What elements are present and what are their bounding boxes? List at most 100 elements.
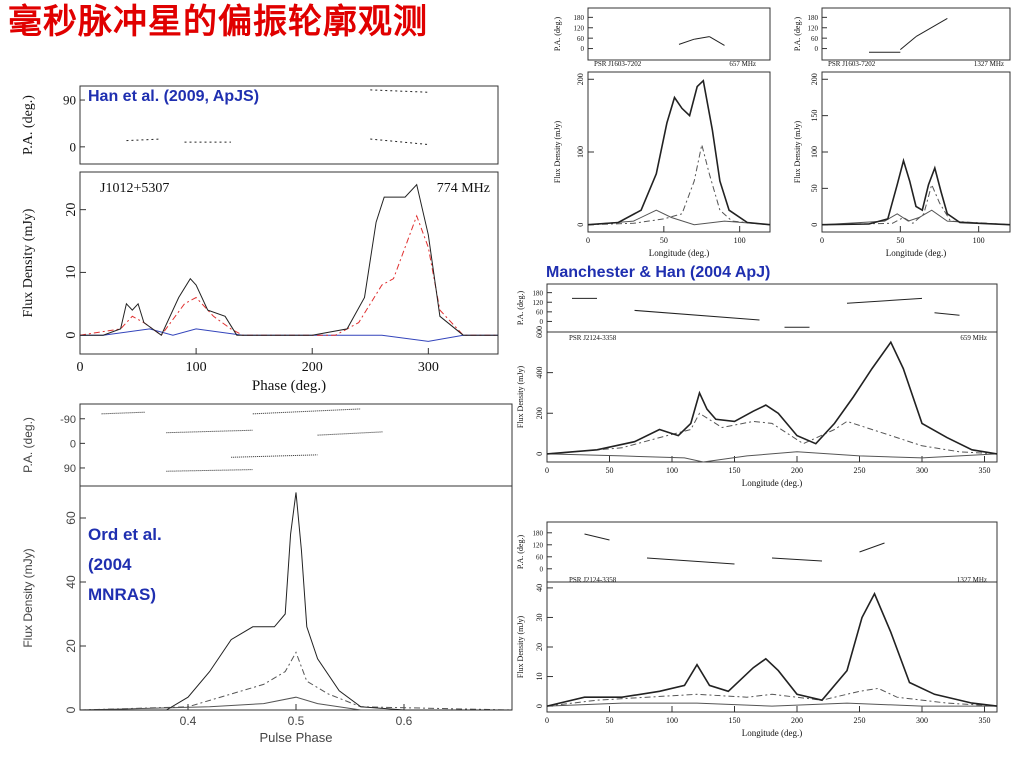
- linear-polarization-curve: [79, 651, 513, 711]
- y-tick-label: 0: [535, 704, 544, 708]
- y-axis-label: Flux Density (mJy): [516, 616, 525, 679]
- pa-panel-frame: [79, 85, 499, 165]
- frequency-label: 1327 MHz: [974, 60, 1004, 68]
- pa-axis-label: P.A. (deg.): [21, 95, 36, 155]
- pa-data-points: [771, 557, 823, 562]
- x-tick-label: 0.4: [180, 714, 197, 728]
- total-intensity-curve: [80, 492, 512, 711]
- frequency-label: 659 MHz: [960, 334, 987, 342]
- pulsar-name-label: PSR J2124-3358: [569, 576, 617, 584]
- y-tick-label: 600: [535, 326, 544, 338]
- x-tick-label: 200: [791, 466, 803, 475]
- y-tick-label: 20: [535, 643, 544, 651]
- pa-data-points: [678, 38, 695, 45]
- pa-tick-label: 180: [533, 529, 544, 537]
- total-intensity-curve: [587, 79, 771, 226]
- total-intensity-curve: [546, 340, 998, 455]
- x-tick-label: 150: [729, 716, 741, 725]
- pa-data-points: [846, 297, 923, 304]
- y-tick-label: 0: [64, 332, 79, 339]
- x-tick-label: 200: [302, 360, 323, 375]
- pa-tick-label: 180: [533, 289, 544, 297]
- pa-panel-frame: [546, 283, 998, 333]
- x-tick-label: 250: [854, 716, 866, 725]
- pa-data-points: [900, 36, 917, 50]
- y-tick-label: 40: [64, 575, 78, 589]
- citation-manchester: Manchester & Han (2004 ApJ): [546, 264, 771, 281]
- x-tick-label: 300: [916, 716, 928, 725]
- pa-tick-label: 0: [70, 438, 76, 450]
- y-axis-label: Flux Density (mJy): [516, 366, 525, 429]
- pa-axis-label: P.A. (deg.): [516, 535, 525, 570]
- slide-title: 毫秒脉冲星的偏振轮廓观测: [8, 2, 428, 42]
- y-tick-label: 30: [535, 613, 544, 621]
- pa-tick-label: 60: [536, 553, 544, 561]
- x-tick-label: 200: [791, 716, 803, 725]
- x-tick-label: 100: [666, 716, 678, 725]
- x-tick-label: 50: [606, 466, 614, 475]
- x-tick-label: 0.6: [396, 714, 413, 728]
- pa-tick-label: 180: [574, 14, 585, 22]
- x-tick-label: 0: [586, 236, 590, 245]
- frequency-label: 657 MHz: [729, 60, 756, 68]
- citation-ord-line-3: MNRAS): [88, 585, 156, 604]
- figure-j1603-1327: P.A. (deg.) 0 60 120 180 0 50 100 0 50 100 150 200 Lo…: [793, 7, 1011, 258]
- x-axis-label: Longitude (deg.): [742, 728, 802, 738]
- y-tick-label: 10: [64, 265, 79, 279]
- y-tick-label: 60: [64, 511, 78, 525]
- pa-panel-frame: [79, 403, 513, 487]
- x-axis-label: Phase (deg.): [252, 378, 326, 394]
- pa-data-points: [584, 533, 610, 541]
- pa-tick-label: 180: [808, 14, 819, 22]
- pa-data-points: [231, 454, 318, 458]
- x-tick-label: 0: [820, 236, 824, 245]
- linear-polarization-curve: [821, 183, 1011, 226]
- y-tick-label: 400: [535, 367, 544, 379]
- x-tick-label: 0: [77, 360, 84, 375]
- pa-data-points: [915, 17, 948, 38]
- pa-data-points: [859, 542, 885, 553]
- x-tick-label: 350: [979, 716, 991, 725]
- pa-data-points: [317, 431, 383, 436]
- x-tick-label: 250: [854, 466, 866, 475]
- flux-panel-frame: [79, 171, 499, 355]
- x-axis-label: Longitude (deg.): [742, 478, 802, 488]
- y-tick-label: 0: [64, 706, 78, 713]
- circular-polarization-curve: [79, 696, 512, 711]
- pa-data-points: [694, 36, 710, 40]
- x-tick-label: 100: [186, 360, 207, 375]
- y-tick-label: 50: [810, 184, 819, 192]
- y-tick-label: 100: [576, 146, 585, 158]
- pa-data-points: [634, 309, 760, 321]
- circular-polarization-curve: [587, 209, 771, 226]
- pa-data-points: [101, 411, 145, 415]
- frequency-label: 774 MHz: [437, 181, 490, 196]
- pulsar-name-label: PSR J1603-7202: [828, 60, 876, 68]
- pulsar-name-label: PSR J2124-3358: [569, 334, 617, 342]
- total-intensity-curve: [80, 183, 498, 336]
- pulsar-name-label: J1012+5307: [100, 181, 169, 196]
- citation-ord-line-2: (2004: [88, 555, 132, 574]
- y-axis-label: Flux Density (mJy): [21, 548, 35, 647]
- y-tick-label: 10: [535, 673, 544, 681]
- y-tick-label: 0: [810, 223, 819, 227]
- y-tick-label: 0: [576, 223, 585, 227]
- pa-data-points: [166, 469, 253, 472]
- x-tick-label: 150: [729, 466, 741, 475]
- total-intensity-curve: [546, 591, 998, 707]
- y-tick-label: 100: [810, 146, 819, 158]
- y-axis-label: Flux Density (mJy): [793, 121, 802, 184]
- pa-data-points: [252, 408, 361, 415]
- y-tick-label: 200: [576, 73, 585, 85]
- pa-tick-label: 120: [533, 299, 544, 307]
- pa-data-points: [370, 89, 429, 93]
- x-axis-label: Longitude (deg.): [886, 248, 946, 258]
- x-tick-label: 50: [606, 716, 614, 725]
- x-tick-label: 0.5: [288, 714, 305, 728]
- y-tick-label: 0: [535, 452, 544, 456]
- y-axis-label: Flux Density (mJy): [553, 121, 562, 184]
- citation-ord: Ord et al. (2004 MNRAS): [88, 520, 162, 610]
- pa-axis-label: P.A. (deg.): [553, 17, 562, 52]
- pulsar-name-label: PSR J1603-7202: [594, 60, 642, 68]
